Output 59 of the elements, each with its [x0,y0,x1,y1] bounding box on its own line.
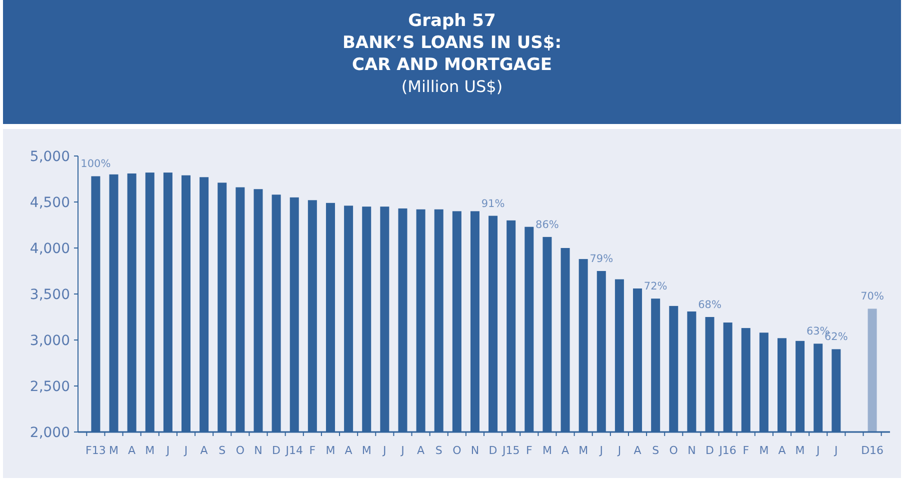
y-tick-label: 2,000 [30,424,70,441]
x-tick-label: S [218,444,226,457]
x-tick-label: J [382,444,386,457]
x-tick-label: D [706,444,714,457]
x-tick-label: N [688,444,696,457]
x-tick-label: J [834,444,838,457]
chart-subtitle: (Million US$) [401,77,503,96]
x-tick-label: J [598,444,604,457]
x-tick-label: J [616,444,622,457]
y-tick-label: 3,000 [30,332,70,349]
y-tick-label: 3,500 [30,286,70,303]
annotation: 68% [698,299,722,311]
x-tick-label: A [200,444,208,457]
x-tick-label: N [470,444,480,457]
y-tick-label: 5,000 [30,148,70,165]
x-tick-label: D [272,444,281,457]
annotation: 91% [481,198,505,210]
annotation: 86% [536,218,559,231]
x-tick-label: J16 [718,444,736,457]
y-tick-label: 4,000 [30,240,70,257]
x-tick-label: J14 [284,444,303,457]
x-tick-label: M [145,444,155,457]
annotation: 72% [644,280,668,293]
x-tick-label: A [562,444,570,457]
annotation: 79% [590,253,614,265]
x-tick-label: M [326,444,336,457]
x-tick-label: J [165,444,170,457]
x-tick-label: J15 [501,444,520,457]
y-tick-label: 2,500 [30,378,70,395]
x-tick-label: A [778,444,786,457]
x-tick-label: A [634,444,642,457]
x-tick-label: M [362,444,372,457]
annotation: 70% [860,290,884,303]
x-tick-label: F [526,444,532,457]
x-tick-label: O [452,444,462,457]
x-tick-label: M [109,444,119,457]
x-tick-label: A [128,444,136,457]
y-tick-label: 4,500 [30,194,70,211]
x-tick-label: M [578,444,588,457]
x-tick-label: F13 [86,444,106,457]
x-tick-label: S [652,444,660,457]
x-tick-label: M [795,444,805,457]
x-tick-label: N [254,444,262,457]
annotation: 100% [80,158,111,170]
x-tick-label: D16 [861,444,884,457]
x-tick-label: J [400,444,404,457]
x-tick-label: M [759,444,769,457]
x-tick-label: F [742,444,750,457]
x-tick-label: F [309,444,316,457]
chart-title: Graph 57 BANK’S LOANS IN US$: CAR AND MORTGAGE [342,11,562,75]
x-tick-label: M [542,444,552,457]
x-tick-label: O [236,444,245,457]
x-tick-label: J [183,444,188,457]
x-tick-label: D [488,444,498,457]
x-tick-label: A [344,444,353,457]
x-tick-label: O [669,444,678,457]
x-tick-label: J [815,444,820,457]
x-tick-label: S [435,444,442,457]
x-tick-label: A [417,444,426,457]
